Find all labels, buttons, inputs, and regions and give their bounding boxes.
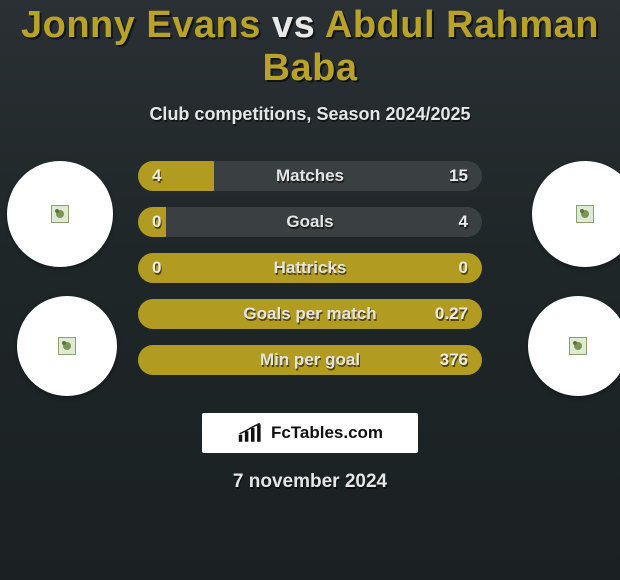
player2-club-avatar bbox=[528, 296, 620, 396]
comparison-title: Jonny Evans vs Abdul Rahman Baba bbox=[0, 0, 620, 90]
stat-right-value: 376 bbox=[440, 345, 468, 375]
player2-avatar bbox=[532, 161, 620, 267]
stat-label: Goals bbox=[138, 207, 482, 237]
stat-row: 0Goals4 bbox=[138, 207, 482, 237]
watermark: FcTables.com bbox=[202, 413, 418, 453]
player1-club-avatar bbox=[17, 296, 117, 396]
subtitle: Club competitions, Season 2024/2025 bbox=[0, 104, 620, 125]
image-placeholder-icon bbox=[51, 205, 69, 223]
image-placeholder-icon bbox=[569, 337, 587, 355]
stat-label: Min per goal bbox=[138, 345, 482, 375]
bars-icon bbox=[237, 422, 265, 444]
stat-row: 4Matches15 bbox=[138, 161, 482, 191]
stats-area: 4Matches150Goals40Hattricks0Goals per ma… bbox=[0, 161, 620, 401]
image-placeholder-icon bbox=[58, 337, 76, 355]
player1-name: Jonny Evans bbox=[21, 4, 261, 46]
stat-label: Matches bbox=[138, 161, 482, 191]
datestamp: 7 november 2024 bbox=[0, 471, 620, 493]
stat-right-value: 15 bbox=[449, 161, 468, 191]
vs-label: vs bbox=[272, 4, 315, 46]
stat-rows: 4Matches150Goals40Hattricks0Goals per ma… bbox=[138, 161, 482, 391]
stat-label: Hattricks bbox=[138, 253, 482, 283]
watermark-text: FcTables.com bbox=[271, 423, 383, 443]
stat-right-value: 0 bbox=[459, 253, 468, 283]
stat-row: Min per goal376 bbox=[138, 345, 482, 375]
stat-label: Goals per match bbox=[138, 299, 482, 329]
player1-avatar bbox=[7, 161, 113, 267]
stat-right-value: 0.27 bbox=[435, 299, 468, 329]
stat-row: Goals per match0.27 bbox=[138, 299, 482, 329]
stat-right-value: 4 bbox=[459, 207, 468, 237]
stat-row: 0Hattricks0 bbox=[138, 253, 482, 283]
image-placeholder-icon bbox=[576, 205, 594, 223]
